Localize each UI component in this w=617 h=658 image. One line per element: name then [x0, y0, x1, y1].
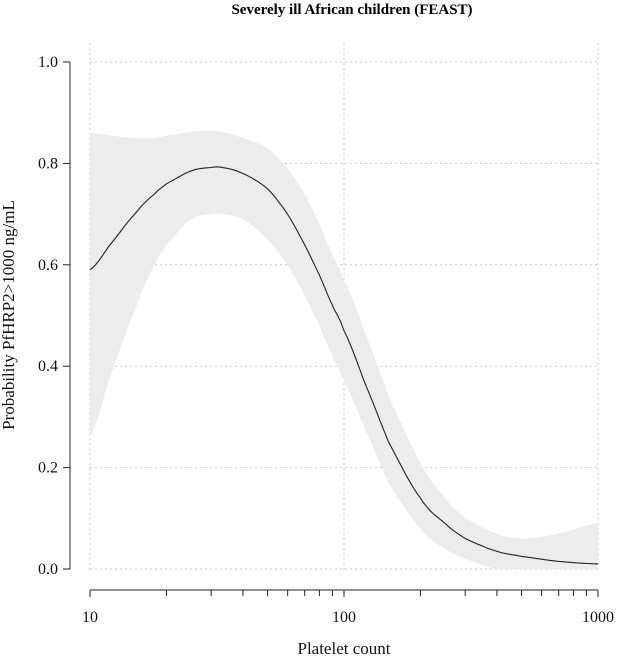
- probability-curve: [89, 166, 599, 565]
- line-layer: [89, 166, 599, 565]
- x-tick-label: 100: [332, 609, 356, 626]
- y-tick-label: 0.0: [38, 561, 58, 578]
- chart-title: Severely ill African children (FEAST): [231, 2, 472, 18]
- confidence-band: [90, 130, 598, 569]
- y-tick-label: 0.2: [38, 460, 58, 477]
- y-axis: 0.0 0.2 0.4 0.6 0.8 1.0: [38, 54, 71, 578]
- y-tick-label: 1.0: [38, 54, 58, 71]
- y-axis-label: Probability PfHRP2>1000 ng/mL: [0, 200, 18, 430]
- x-tick-label: 1000: [582, 609, 614, 626]
- y-tick-label: 0.4: [38, 358, 58, 375]
- x-tick-label: 10: [82, 609, 98, 626]
- confidence-band-layer: [90, 130, 598, 569]
- x-axis: 10 100 1000: [82, 589, 614, 626]
- x-axis-label: Platelet count: [297, 639, 390, 658]
- y-tick-label: 0.6: [38, 257, 58, 274]
- y-tick-label: 0.8: [38, 155, 58, 172]
